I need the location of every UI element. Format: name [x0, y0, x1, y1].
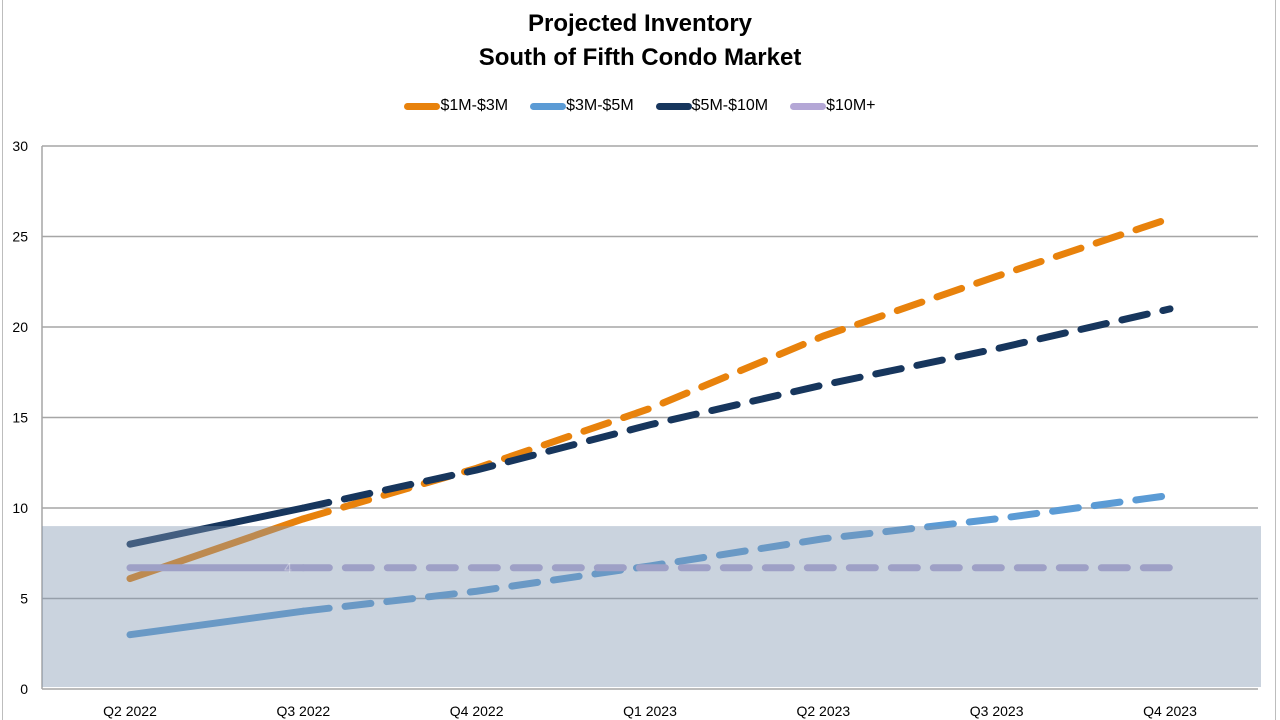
y-tick-label: 30 — [12, 138, 28, 154]
series-line-projected — [299, 305, 1174, 512]
y-tick-label: 10 — [12, 500, 28, 516]
legend-item: $10M+ — [790, 97, 876, 115]
x-tick-label: Q2 2023 — [796, 703, 850, 719]
legend-item: $5M-$10M — [655, 97, 769, 115]
legend-swatch — [530, 102, 567, 110]
series-line-actual — [126, 504, 307, 548]
y-tick-label: 0 — [20, 681, 28, 697]
y-tick-label: 15 — [12, 410, 28, 426]
y-tick-label: 25 — [12, 229, 28, 245]
chart-subtitle: South of Fifth Condo Market — [478, 44, 802, 71]
x-tick-label: Q1 2023 — [623, 703, 677, 719]
legend-swatch — [655, 102, 692, 110]
legend-item: $1M-$3M — [404, 97, 508, 115]
legend: $1M-$3M $3M-$5M $5M-$10M $10M+ — [0, 97, 1280, 115]
x-tick-label: Q4 2023 — [1143, 703, 1197, 719]
y-tick-label: 5 — [20, 591, 28, 607]
chart-title: Projected Inventory — [527, 10, 753, 37]
legend-label: $1M-$3M — [440, 97, 509, 114]
series-line-projected — [299, 491, 1174, 615]
x-tick-label: Q3 2022 — [276, 703, 330, 719]
y-tick-label: 20 — [12, 319, 28, 335]
series-line-projected — [299, 214, 1174, 523]
shaded-band — [42, 526, 1261, 687]
x-tick-label: Q3 2023 — [970, 703, 1024, 719]
series-line-actual — [126, 607, 307, 639]
x-tick-label: Q4 2022 — [450, 703, 504, 719]
legend-item: $3M-$5M — [530, 97, 634, 115]
data-annotation: 4 — [284, 560, 292, 576]
legend-label: $10M+ — [826, 97, 876, 114]
legend-label: $5M-$10M — [691, 97, 769, 114]
legend-label: $3M-$5M — [566, 97, 634, 114]
legend-swatch — [404, 102, 441, 110]
x-tick-label: Q2 2022 — [103, 703, 157, 719]
legend-swatch — [790, 102, 827, 110]
